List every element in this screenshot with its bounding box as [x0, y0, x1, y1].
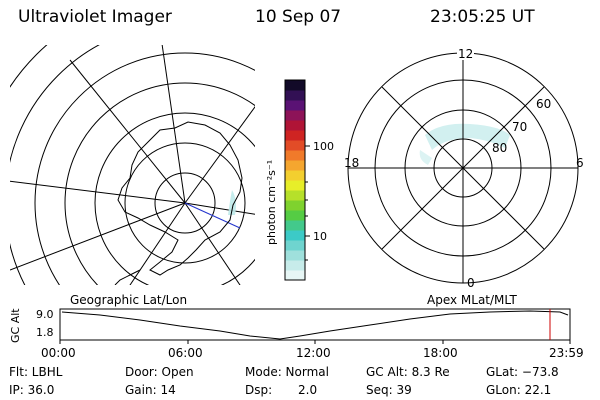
colorbar-cell	[285, 80, 305, 91]
seq-info: Seq: 39	[366, 383, 412, 397]
colorbar-cell	[285, 150, 305, 161]
mlt-label-6: 6	[576, 156, 584, 170]
ip-info: IP: 36.0	[9, 383, 55, 397]
colorbar-border	[284, 79, 306, 281]
geographic-map-label: Geographic Lat/Lon	[70, 293, 188, 307]
colorbar-cell	[285, 210, 305, 221]
date-label: 10 Sep 07	[255, 7, 342, 27]
colorbar-cell	[285, 110, 305, 121]
gc-alt-info: GC Alt: 8.3 Re	[366, 365, 450, 379]
colorbar-cell	[285, 270, 305, 281]
lat-label-70: 70	[512, 120, 528, 134]
lat-label-80: 80	[492, 141, 508, 155]
mode-info: Mode: Normal	[245, 365, 329, 379]
colorbar-cell	[285, 90, 305, 101]
glat-info: GLat: −73.8	[486, 365, 559, 379]
colorbar-cell	[285, 220, 305, 231]
timeline-ytick-low: 1.8	[36, 326, 54, 339]
colorbar-cell	[285, 260, 305, 271]
gain-info: Gain: 14	[125, 383, 176, 397]
colorbar-cell	[285, 100, 305, 111]
colorbar-cell	[285, 140, 305, 151]
colorbar-cell	[285, 180, 305, 191]
colorbar-cell	[285, 190, 305, 201]
colorbar-cell	[285, 120, 305, 131]
filter-info: Flt: LBHL	[9, 365, 63, 379]
timeline-axis-label: GC Alt	[9, 308, 22, 343]
timeline-xtick-1: 06:00	[168, 346, 203, 360]
time-label: 23:05:25 UT	[430, 7, 535, 27]
mlt-label-18: 18	[344, 156, 360, 170]
colorbar-cell	[285, 170, 305, 181]
apex-map-label: Apex MLat/MLT	[427, 293, 517, 307]
colorbar-cell	[285, 130, 305, 141]
timeline-xtick-2: 12:00	[296, 346, 331, 360]
mlt-label-12: 12	[457, 47, 475, 61]
dsp-value: 2.0	[298, 383, 318, 397]
colorbar-cell	[285, 240, 305, 251]
timeline-ytick-high: 9.0	[36, 308, 54, 321]
colorbar-cell	[285, 160, 305, 171]
timeline-xtick-4: 23:59	[549, 346, 584, 360]
colorbar-tick-100: 100	[313, 140, 334, 153]
colorbar	[284, 79, 310, 281]
timeline-xtick-3: 18:00	[423, 346, 458, 360]
colorbar-unit-label: photon cm⁻²s⁻¹	[265, 159, 278, 245]
dsp-label: Dsp:	[245, 383, 273, 397]
mlt-label-0: 0	[467, 276, 475, 290]
apex-polar-plot	[347, 52, 579, 284]
door-info: Door: Open	[125, 365, 194, 379]
colorbar-tick-10: 10	[313, 230, 327, 243]
timeline-xtick-0: 00:00	[41, 346, 76, 360]
colorbar-cell	[285, 230, 305, 241]
colorbar-cell	[285, 250, 305, 261]
colorbar-cell	[285, 200, 305, 211]
altitude-timeline	[59, 308, 571, 344]
instrument-title: Ultraviolet Imager	[18, 7, 172, 27]
glon-info: GLon: 22.1	[486, 383, 552, 397]
geographic-map	[10, 45, 255, 285]
lat-label-60: 60	[536, 97, 552, 111]
